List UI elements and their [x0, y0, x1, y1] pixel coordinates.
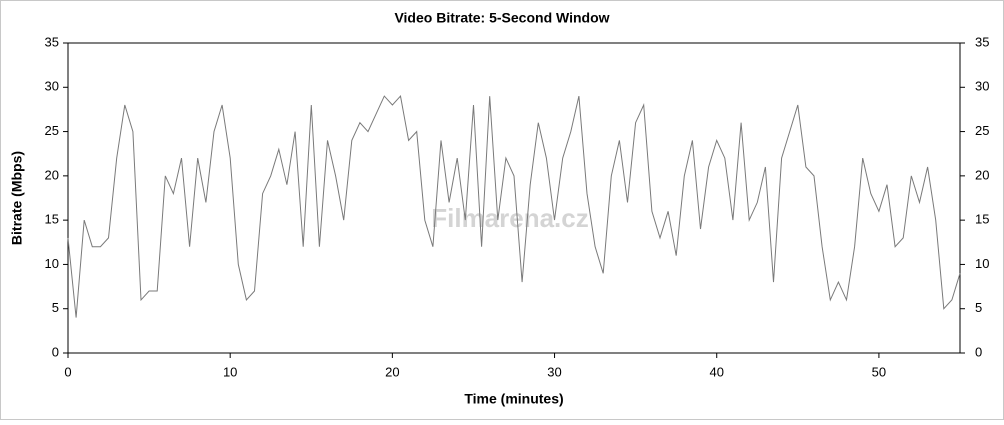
x-tick-label: 10 — [223, 364, 237, 379]
y2-tick-label: 10 — [975, 256, 989, 271]
data-line — [67, 95, 961, 318]
y2-tick-label: 25 — [975, 123, 989, 138]
y-tick-label: 35 — [45, 34, 59, 49]
y2-tick-label: 35 — [975, 34, 989, 49]
y-tick-label: 0 — [52, 344, 59, 359]
y2-tick-label: 0 — [975, 344, 982, 359]
y2-tick-label: 20 — [975, 167, 989, 182]
y-tick-label: 5 — [52, 300, 59, 315]
y-tick-label: 30 — [45, 79, 59, 94]
y-tick-label: 20 — [45, 167, 59, 182]
watermark: Filmarena.cz — [431, 203, 589, 233]
y2-tick-label: 30 — [975, 79, 989, 94]
x-tick-label: 40 — [709, 364, 723, 379]
y2-tick-label: 15 — [975, 212, 989, 227]
x-tick-label: 20 — [385, 364, 399, 379]
y-tick-label: 15 — [45, 212, 59, 227]
x-tick-label: 50 — [872, 364, 886, 379]
x-axis-label: Time (minutes) — [464, 391, 563, 407]
chart-title: Video Bitrate: 5-Second Window — [394, 10, 609, 26]
y-tick-label: 25 — [45, 123, 59, 138]
y2-tick-label: 5 — [975, 300, 982, 315]
y-axis-label: Bitrate (Mbps) — [9, 151, 25, 245]
plot-area — [67, 42, 961, 354]
y-tick-label: 10 — [45, 256, 59, 271]
x-tick-label: 0 — [64, 364, 71, 379]
x-tick-label: 30 — [547, 364, 561, 379]
